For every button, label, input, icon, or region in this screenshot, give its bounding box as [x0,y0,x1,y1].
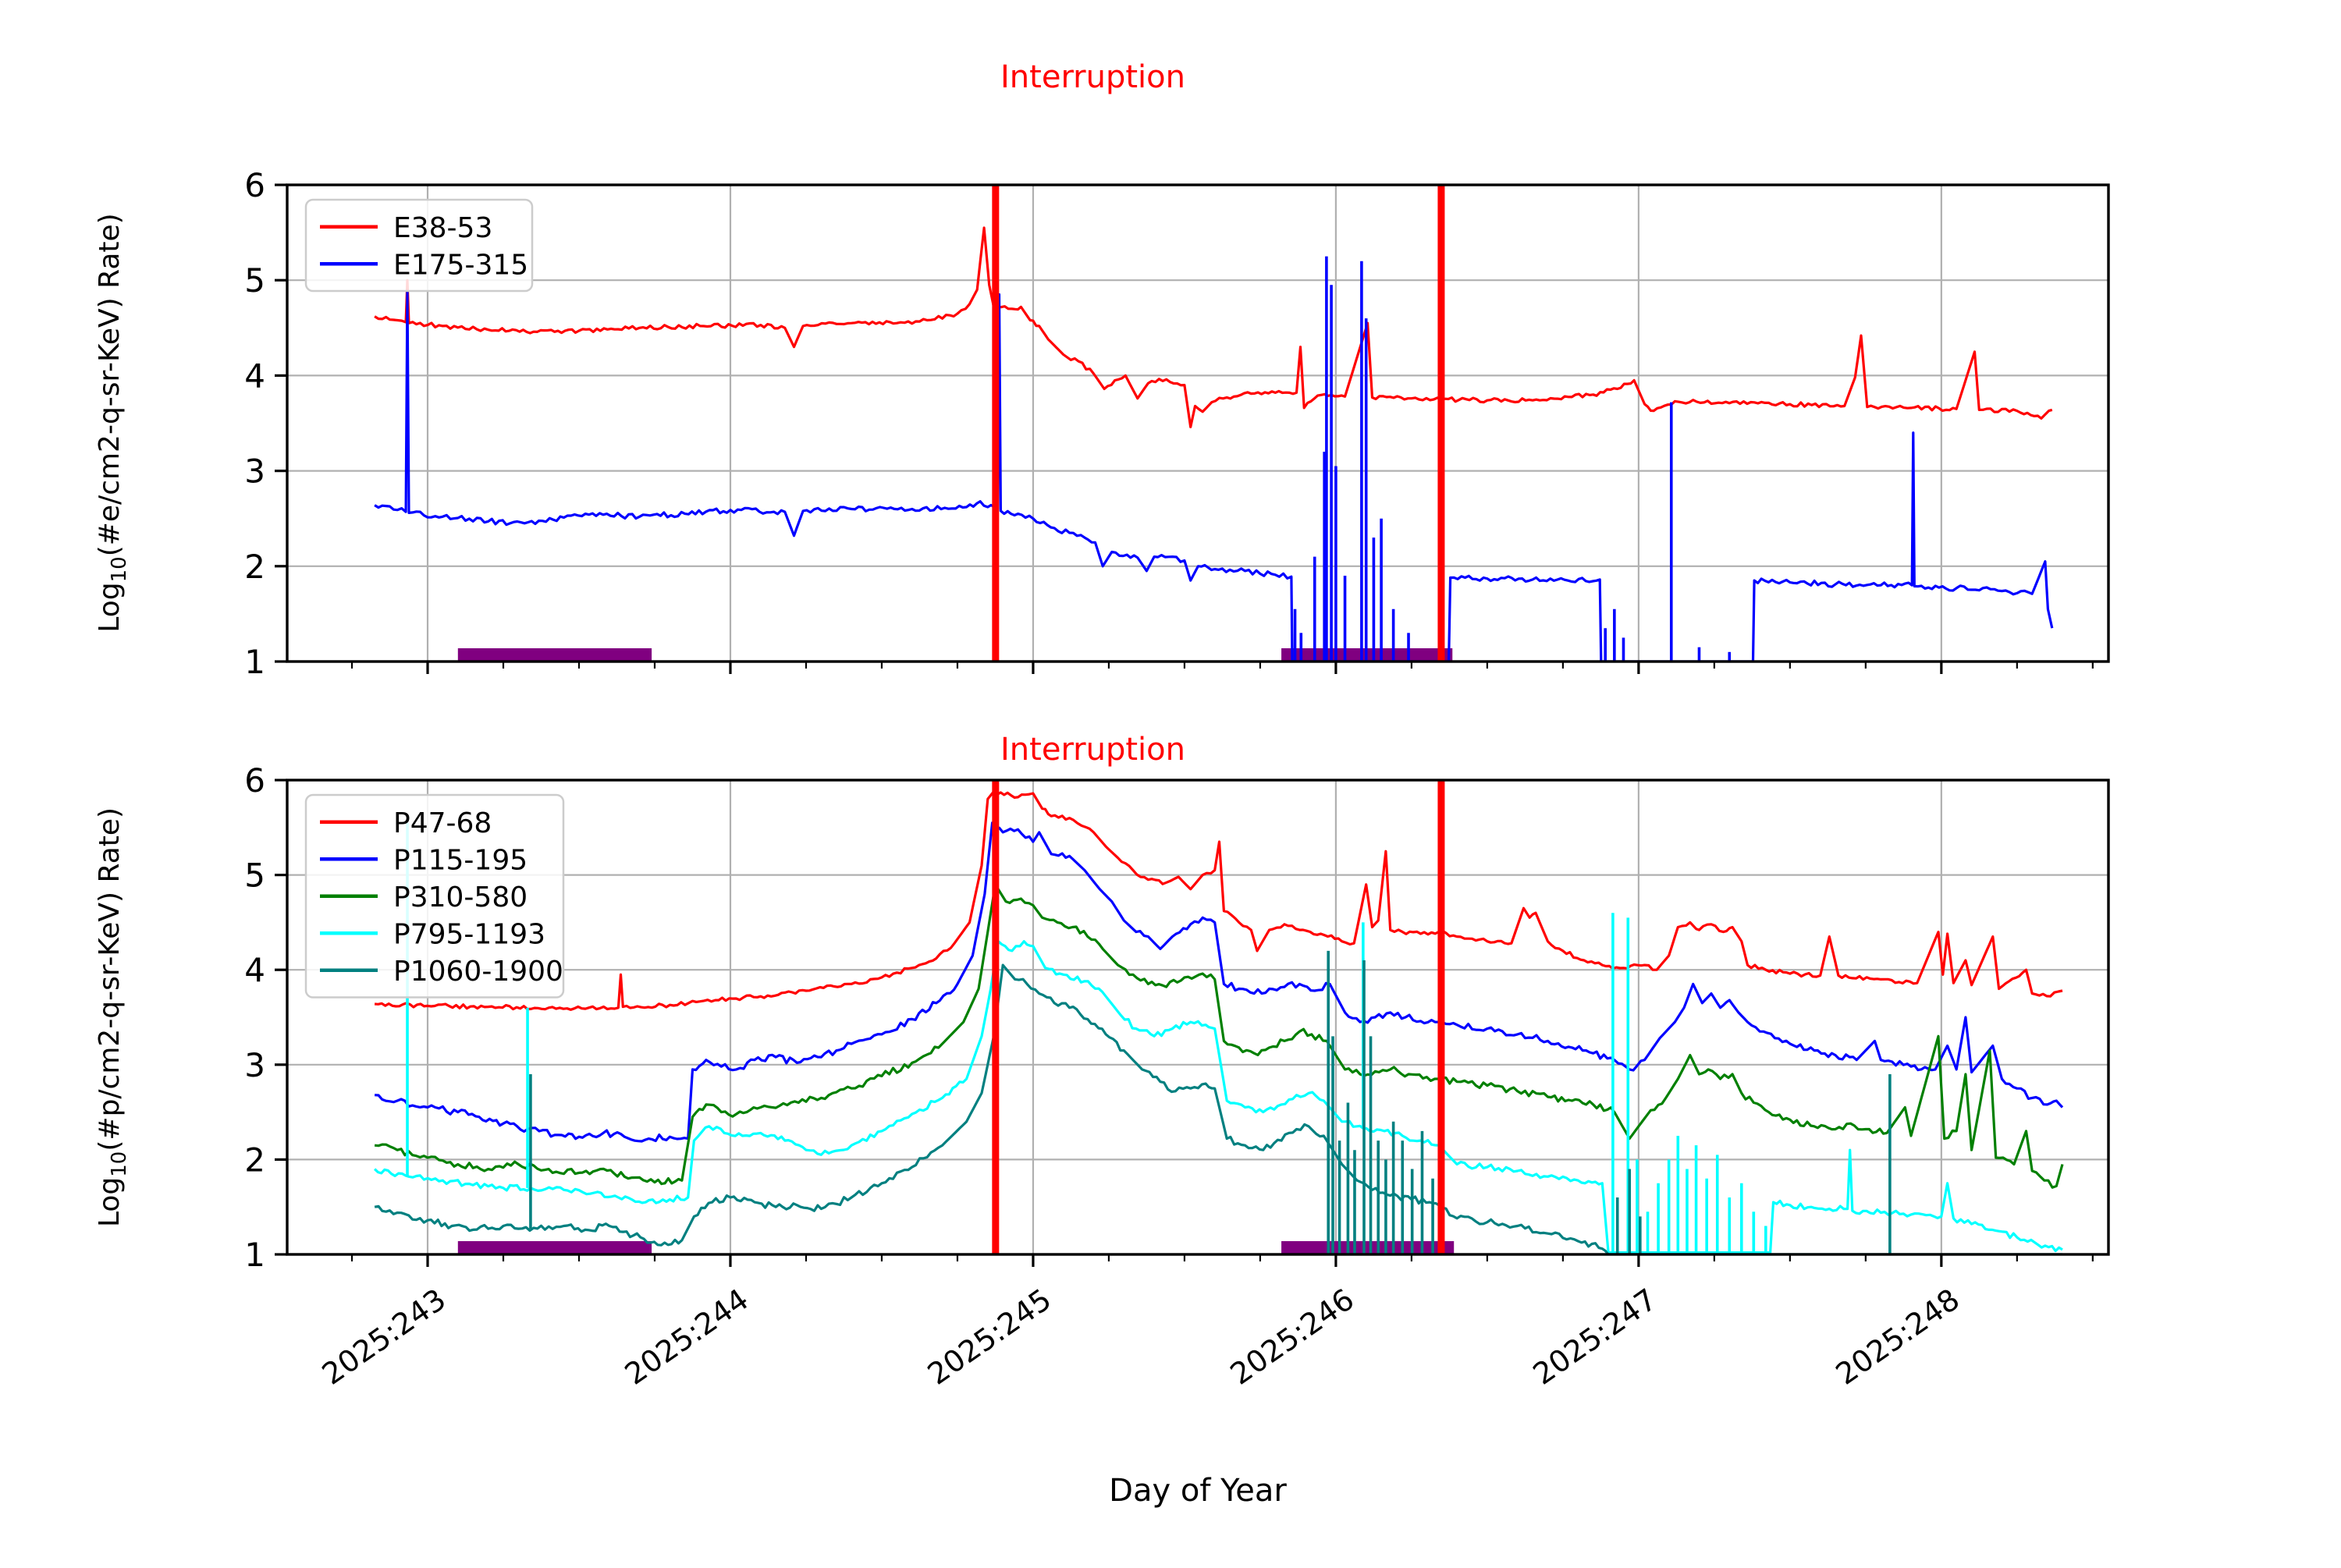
y-tick-label: 5 [244,857,265,895]
y-tick-label: 1 [244,643,265,681]
legend-label: P115-195 [393,844,528,876]
x-tick-label: 2025:246 [1224,1282,1360,1391]
legend-label: P795-1193 [393,918,545,950]
bottom-panel: P47-68 P115-195 P310-580 P795-1193 P1060-190… [244,761,2110,1392]
x-tick-label: 2025:248 [1830,1282,1966,1391]
series-P47-68 [374,790,2063,1011]
series-group [374,790,2064,1254]
y-tick-label: 3 [244,1046,265,1084]
bottom-panel-title: Interruption [1000,732,1185,768]
top-panel: E38-53 E175-315 1 2 3 4 5 6 [244,166,2110,681]
y-tick-label: 5 [244,261,265,300]
coverage-gap-bar [457,1241,652,1254]
legend: E38-53 E175-315 [304,198,534,293]
y-tick-label: 4 [244,951,265,989]
chart-render-root: E38-53 E175-315 1 2 3 4 5 6 P47-68 P115-195 P310-5… [244,166,2110,1392]
legend-label: P310-580 [393,882,528,913]
top-y-label-post: (#e/cm2-q-sr-KeV) Rate) [94,213,126,556]
legend-label: P47-68 [393,807,492,839]
top-panel-title: Interruption [1000,59,1185,95]
y-tick-label: 2 [244,548,265,586]
y-tick-label: 3 [244,452,265,491]
legend-label: E38-53 [393,212,492,244]
x-tick-label: 2025:247 [1527,1282,1663,1391]
legend-box [304,198,534,293]
panel-border [286,779,2110,1256]
legend-label: E175-315 [393,249,528,281]
x-tick-label: 2025:245 [922,1282,1057,1391]
series-P310-580 [374,883,2064,1189]
series-P1060-1900 [374,963,2062,1254]
series-E38-53 [374,226,2053,428]
bottom-y-axis-label: Log10(#p/cm2-q-sr-KeV) Rate) [94,807,131,1227]
y-tick-label: 6 [244,761,265,800]
x-tick-label: 2025:244 [619,1282,755,1391]
bottom-y-label-sub: 10 [108,1151,131,1177]
y-tick-label: 4 [244,357,265,395]
coverage-gap-bar [1281,1241,1455,1254]
legend-label: P1060-1900 [393,956,563,988]
coverage-gap-bar [457,648,652,662]
series-P115-195 [375,821,2064,1143]
bottom-y-label-post: (#p/cm2-q-sr-KeV) Rate) [94,807,126,1151]
x-tick-label: 2025:243 [316,1282,452,1391]
y-tick-label: 6 [244,166,265,204]
x-axis-label: Day of Year [1109,1473,1287,1509]
y-tick-label: 2 [244,1141,265,1179]
y-tick-label: 1 [244,1236,265,1274]
series-group [374,226,2054,662]
bottom-y-label-pre: Log [94,1177,126,1227]
series-E175-315 [374,290,2054,662]
top-y-axis-label: Log10(#e/cm2-q-sr-KeV) Rate) [94,213,131,632]
legend-box [304,793,565,999]
panel-border [286,183,2110,663]
ticks: 1 2 3 4 5 6 [244,166,2094,681]
top-y-label-pre: Log [94,582,126,632]
top-y-label-sub: 10 [108,556,131,582]
legend: P47-68 P115-195 P310-580 P795-1193 P1060-190… [304,793,565,999]
series-P795-1193 [374,940,2063,1254]
